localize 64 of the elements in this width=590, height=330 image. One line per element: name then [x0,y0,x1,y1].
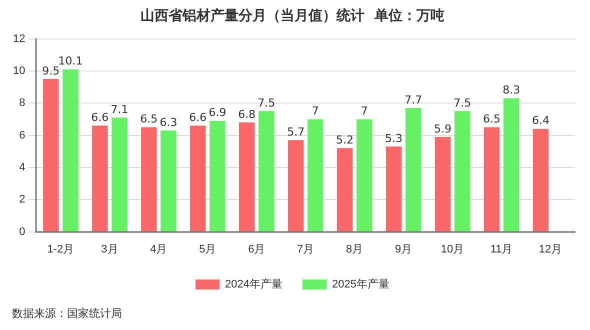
data-label: 5.9 [434,122,452,136]
data-label: 5.7 [287,125,305,138]
data-label: 7.5 [454,96,472,110]
bar [160,130,176,232]
x-tick-label: 1-2月 [47,243,74,256]
x-tick-label: 6月 [248,243,266,256]
y-tick-label: 2 [19,194,26,206]
y-tick-label: 0 [19,226,26,238]
legend-label: 2024年产量 [225,278,283,291]
data-label: 8.3 [502,84,520,97]
x-tick-label: 10月 [440,243,464,256]
bar [258,111,274,232]
bar [406,108,422,232]
bar [308,119,324,232]
data-label: 9.5 [42,64,60,78]
bar [484,127,500,232]
bar [356,119,372,232]
bar [532,128,549,232]
bar [210,120,226,232]
data-label: 7.1 [110,102,128,116]
data-label: 5.2 [336,134,354,147]
bar [92,126,108,232]
data-label: 7 [312,104,319,118]
data-label: 7.5 [258,96,276,110]
bar [434,136,451,232]
data-label: 6.9 [208,106,226,120]
data-label: 6.5 [482,112,500,126]
y-tick-label: 4 [19,162,26,174]
x-tick-label: 4月 [150,243,168,256]
bar [43,79,59,232]
bar [503,98,520,232]
bar [239,122,255,232]
data-label: 7 [360,104,368,118]
bar [386,146,402,232]
bar [112,118,128,232]
data-label: 5.3 [385,132,403,145]
source-note: 数据来源：国家统计局 [12,306,122,321]
y-tick-label: 8 [19,97,26,110]
bar [141,127,157,232]
legend-label: 2025年产量 [332,278,390,291]
x-tick-label: 5月 [199,243,216,256]
x-tick-label: 12月 [538,243,562,256]
x-tick-label: 8月 [346,243,364,256]
y-tick-label: 6 [19,129,26,142]
bar [454,111,470,232]
bar [62,69,78,232]
y-tick-label: 10 [12,65,26,77]
x-tick-label: 11月 [490,243,513,256]
data-label: 6.4 [532,114,550,128]
y-tick-label: 12 [12,32,26,45]
data-label: 6.5 [140,112,158,126]
x-tick-label: 3月 [101,243,118,256]
x-tick-label: 7月 [297,243,314,256]
bar [288,140,304,232]
bar [336,148,353,232]
data-label: 6.6 [189,111,207,124]
data-label: 6.3 [160,116,178,129]
data-label: 10.1 [58,54,83,68]
chart-title: 山西省铝材产量分月（当月值）统计 单位：万吨 [140,7,444,24]
x-tick-label: 9月 [395,243,412,256]
data-label: 6.6 [91,111,109,124]
data-label: 7.7 [404,93,422,106]
data-label: 6.8 [238,108,256,121]
bar [190,126,206,232]
